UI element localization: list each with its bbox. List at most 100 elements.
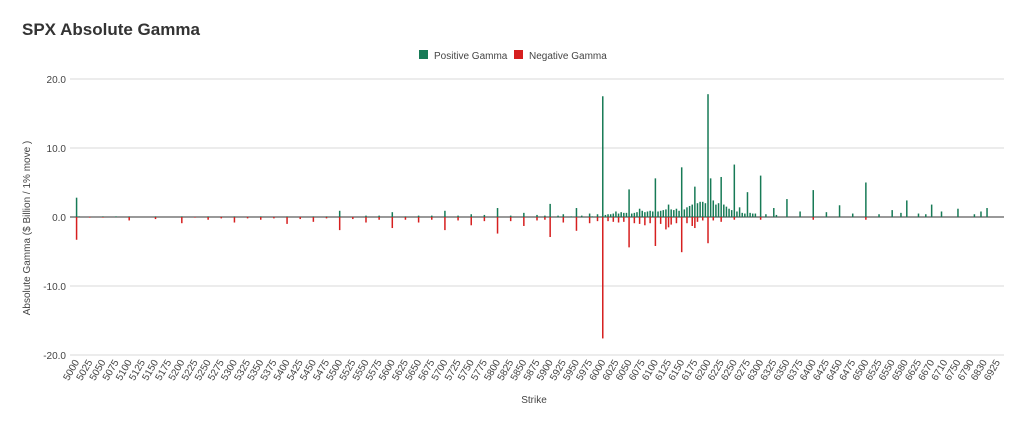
legend: Positive Gamma Negative Gamma	[419, 50, 607, 62]
positive-gamma-bar	[617, 213, 620, 217]
positive-gamma-bar	[457, 215, 459, 217]
positive-gamma-bar	[431, 215, 433, 217]
negative-gamma-bar	[444, 217, 446, 231]
positive-gamma-bar	[644, 212, 646, 217]
positive-gamma-bar	[641, 210, 643, 217]
positive-gamma-bar	[365, 215, 367, 217]
positive-gamma-bar	[957, 208, 959, 217]
positive-gamma-bar	[154, 216, 157, 217]
positive-gamma-bar	[630, 213, 633, 217]
negative-gamma-bar	[75, 217, 78, 240]
negative-gamma-bar	[404, 217, 407, 220]
x-axis-label: Strike	[521, 395, 547, 406]
positive-gamma-bar	[636, 212, 638, 217]
positive-gamma-bar	[723, 204, 725, 217]
negative-gamma-bar	[720, 217, 722, 222]
negative-gamma-bar	[431, 217, 433, 220]
negative-gamma-bar	[102, 217, 104, 218]
positive-gamma-bar	[633, 212, 636, 217]
positive-gamma-bar	[496, 208, 499, 217]
negative-gamma-bar	[712, 217, 715, 221]
negative-gamma-bar	[220, 217, 223, 219]
negative-gamma-bar	[509, 217, 512, 222]
positive-gamma-bar	[851, 213, 854, 217]
positive-gamma-bar	[657, 211, 659, 217]
positive-gamma-bar	[980, 211, 982, 217]
positive-gamma-bar	[665, 209, 667, 217]
positive-gamma-bar	[786, 199, 788, 217]
positive-gamma-bar	[649, 210, 651, 217]
positive-gamma-bar	[596, 214, 599, 217]
positive-gamma-bar	[662, 210, 665, 217]
negative-gamma-bar	[299, 217, 301, 220]
negative-gamma-bar	[562, 217, 565, 223]
negative-gamma-bar	[483, 217, 486, 222]
positive-gamma-bar	[891, 210, 893, 217]
positive-gamma-bar	[607, 214, 609, 217]
positive-gamma-bar	[675, 208, 678, 217]
positive-gamma-bar	[557, 215, 559, 217]
positive-gamma-bar	[725, 206, 728, 217]
y-axis-label: Absolute Gamma ($ Billion / 1% move )	[22, 141, 33, 316]
positive-gamma-bar	[523, 212, 525, 217]
positive-gamma-bar	[575, 208, 578, 217]
positive-gamma-bar	[591, 216, 593, 217]
negative-gamma-bar	[623, 217, 625, 222]
negative-gamma-bar	[286, 217, 288, 224]
y-tick-label: 0.0	[52, 213, 66, 224]
y-tick-labels: 20.0 10.0 0.0 -10.0 -20.0	[43, 75, 66, 362]
positive-gamma-bar	[754, 213, 757, 217]
positive-gamma-bar	[694, 186, 696, 217]
negative-gamma-bar	[154, 217, 157, 220]
positive-gamma-bar	[686, 207, 688, 217]
negative-gamma-bar	[470, 217, 472, 226]
positive-gamma-bar	[906, 200, 908, 217]
positive-gamma-bar	[509, 215, 512, 217]
positive-gamma-bar	[765, 214, 767, 217]
positive-gamma-bar	[712, 200, 715, 217]
negative-gamma-bar	[549, 217, 551, 238]
negative-gamma-bar	[391, 217, 394, 229]
positive-gamma-bar	[751, 213, 754, 217]
positive-gamma-bar	[286, 216, 288, 217]
positive-gamma-bar	[625, 212, 628, 217]
positive-gamma-bar	[900, 212, 902, 217]
positive-gamma-bar	[604, 214, 607, 217]
positive-gamma-bar	[683, 209, 686, 217]
positive-gamma-bar	[207, 216, 209, 217]
negative-gamma-bar	[659, 217, 662, 224]
negative-gamma-bar	[707, 217, 709, 244]
negative-gamma-bar	[596, 217, 599, 222]
positive-gamma-bar	[812, 190, 814, 217]
negative-gamma-bar	[633, 217, 636, 224]
negative-gamma-bar	[260, 217, 262, 220]
negative-gamma-bar	[338, 217, 341, 231]
y-tick-label: 20.0	[47, 75, 67, 86]
negative-gamma-bar	[680, 217, 683, 253]
positive-gamma-bar	[670, 209, 672, 217]
negative-gamma-bar	[496, 217, 499, 234]
positive-gamma-bar	[986, 208, 988, 217]
positive-gamma-bar	[470, 214, 472, 217]
positive-gamma-bar	[602, 96, 604, 217]
positive-gamma-bar	[878, 214, 880, 217]
positive-gamma-bar	[570, 216, 572, 217]
positive-gamma-bar	[628, 189, 630, 217]
positive-gamma-bar	[378, 215, 380, 217]
positive-gamma-bar	[825, 212, 828, 217]
y-tick-label: 10.0	[47, 144, 67, 155]
negative-gamma-bar	[667, 217, 670, 228]
negative-gamma-bar	[246, 217, 249, 219]
negative-gamma-bar	[325, 217, 328, 219]
positive-gamma-bar	[115, 216, 117, 217]
positive-gamma-bar	[483, 214, 486, 217]
positive-gamma-bar	[620, 212, 622, 217]
negative-gamma-bar	[352, 217, 354, 220]
positive-gamma-bar	[562, 214, 565, 217]
negative-gamma-bar	[691, 217, 693, 226]
negative-gamma-bar	[675, 217, 678, 224]
negative-gamma-bar	[233, 217, 236, 223]
positive-gamma-bar	[717, 203, 720, 217]
positive-gamma-bar	[544, 215, 546, 217]
